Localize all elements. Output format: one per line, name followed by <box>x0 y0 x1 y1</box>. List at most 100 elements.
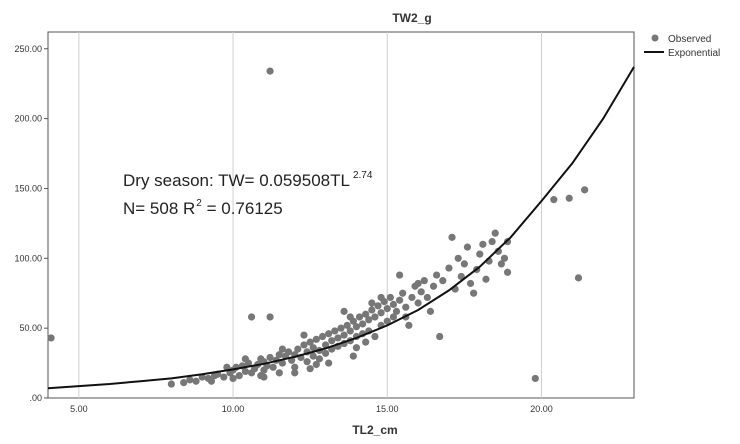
observed-point <box>229 374 237 383</box>
axis-ticks: 5.00 10.00 15.00 20.00 .00 50.00 100.00 150.00 2… <box>14 44 552 414</box>
observed-point <box>426 307 435 315</box>
chart-title: TW2_g <box>392 11 431 25</box>
exponential-fit-line <box>47 66 635 390</box>
observed-point <box>328 337 336 345</box>
observed-point <box>448 233 456 241</box>
y-tick-label: 150.00 <box>14 183 42 193</box>
observed-point <box>300 341 308 349</box>
equation-text: Dry season: TW= 0.059508TL <box>123 171 350 190</box>
observed-point <box>306 365 314 373</box>
fit-stats-annotation: N= 508 R2 = 0.76125 <box>123 198 283 218</box>
x-tick-label: 5.00 <box>70 404 88 414</box>
observed-point <box>429 282 438 290</box>
observed-point <box>436 332 444 341</box>
observed-point <box>325 359 333 367</box>
sample-size-text: N= 508 R <box>123 199 195 218</box>
equation-exponent: 2.74 <box>353 170 373 181</box>
observed-point <box>346 313 354 321</box>
observed-point <box>275 369 283 377</box>
observed-point <box>180 379 188 387</box>
observed-point <box>192 377 200 385</box>
observed-point <box>439 277 447 285</box>
observed-point <box>417 288 425 296</box>
observed-point <box>315 355 324 363</box>
observed-point <box>241 367 249 376</box>
observed-point <box>460 260 468 268</box>
x-tick-label: 10.00 <box>222 404 245 414</box>
observed-points <box>47 67 589 388</box>
observed-point <box>581 186 589 194</box>
observed-point <box>454 254 462 262</box>
observed-point <box>362 310 370 318</box>
observed-point <box>389 313 398 321</box>
observed-point <box>266 353 274 362</box>
observed-point <box>340 331 348 339</box>
observed-point <box>396 296 404 304</box>
observed-point <box>275 351 283 359</box>
observed-point <box>476 250 484 258</box>
observed-point <box>325 330 333 338</box>
observed-point <box>247 313 256 321</box>
observed-point <box>405 321 413 329</box>
observed-point <box>463 243 472 251</box>
observed-point <box>241 355 249 363</box>
observed-point <box>349 352 357 360</box>
observed-point <box>377 309 385 317</box>
observed-point <box>365 316 373 324</box>
observed-point <box>278 359 286 367</box>
y-tick-label: 250.00 <box>14 44 42 54</box>
observed-point <box>423 293 431 302</box>
observed-point <box>278 345 286 353</box>
observed-point <box>355 313 364 321</box>
observed-point <box>220 373 228 381</box>
observed-point <box>266 67 274 75</box>
observed-point <box>392 307 401 315</box>
x-axis-title: TL2_cm <box>352 423 397 437</box>
observed-point <box>500 254 509 262</box>
r-squared-value: = 0.76125 <box>202 199 283 218</box>
legend-observed-marker <box>651 34 659 42</box>
observed-point <box>383 317 391 325</box>
observed-point <box>284 348 293 356</box>
legend-observed-label: Observed <box>668 34 711 45</box>
observed-point <box>531 374 539 383</box>
observed-point <box>257 372 265 380</box>
observed-point <box>321 341 330 349</box>
observed-point <box>318 332 327 341</box>
observed-point <box>371 332 379 341</box>
observed-point <box>266 313 274 321</box>
observed-point <box>550 196 558 204</box>
observed-point <box>503 268 512 276</box>
x-tick-label: 20.00 <box>530 404 553 414</box>
observed-point <box>368 299 376 307</box>
observed-point <box>565 194 573 202</box>
observed-point <box>396 271 404 279</box>
observed-point <box>346 327 354 335</box>
observed-point <box>414 299 422 307</box>
observed-point <box>167 380 175 388</box>
observed-point <box>371 313 379 321</box>
observed-point <box>491 229 499 237</box>
observed-point <box>334 334 342 342</box>
observed-point <box>331 327 339 335</box>
observed-point <box>399 289 407 297</box>
observed-point <box>386 293 394 302</box>
observed-point <box>383 304 391 313</box>
observed-point <box>269 363 277 371</box>
observed-point <box>362 338 370 346</box>
observed-point <box>497 260 505 268</box>
observed-point <box>408 293 416 302</box>
observed-point <box>207 377 216 385</box>
observed-point <box>291 369 299 377</box>
y-tick-label: 50.00 <box>19 323 42 333</box>
observed-point <box>374 302 382 310</box>
observed-point <box>389 300 398 309</box>
observed-point <box>358 320 367 328</box>
y-tick-label: .00 <box>29 393 42 403</box>
observed-point <box>303 358 311 366</box>
observed-point <box>235 372 243 380</box>
legend: Observed Exponential <box>644 34 720 59</box>
observed-point <box>574 274 583 282</box>
observed-point <box>420 277 428 285</box>
